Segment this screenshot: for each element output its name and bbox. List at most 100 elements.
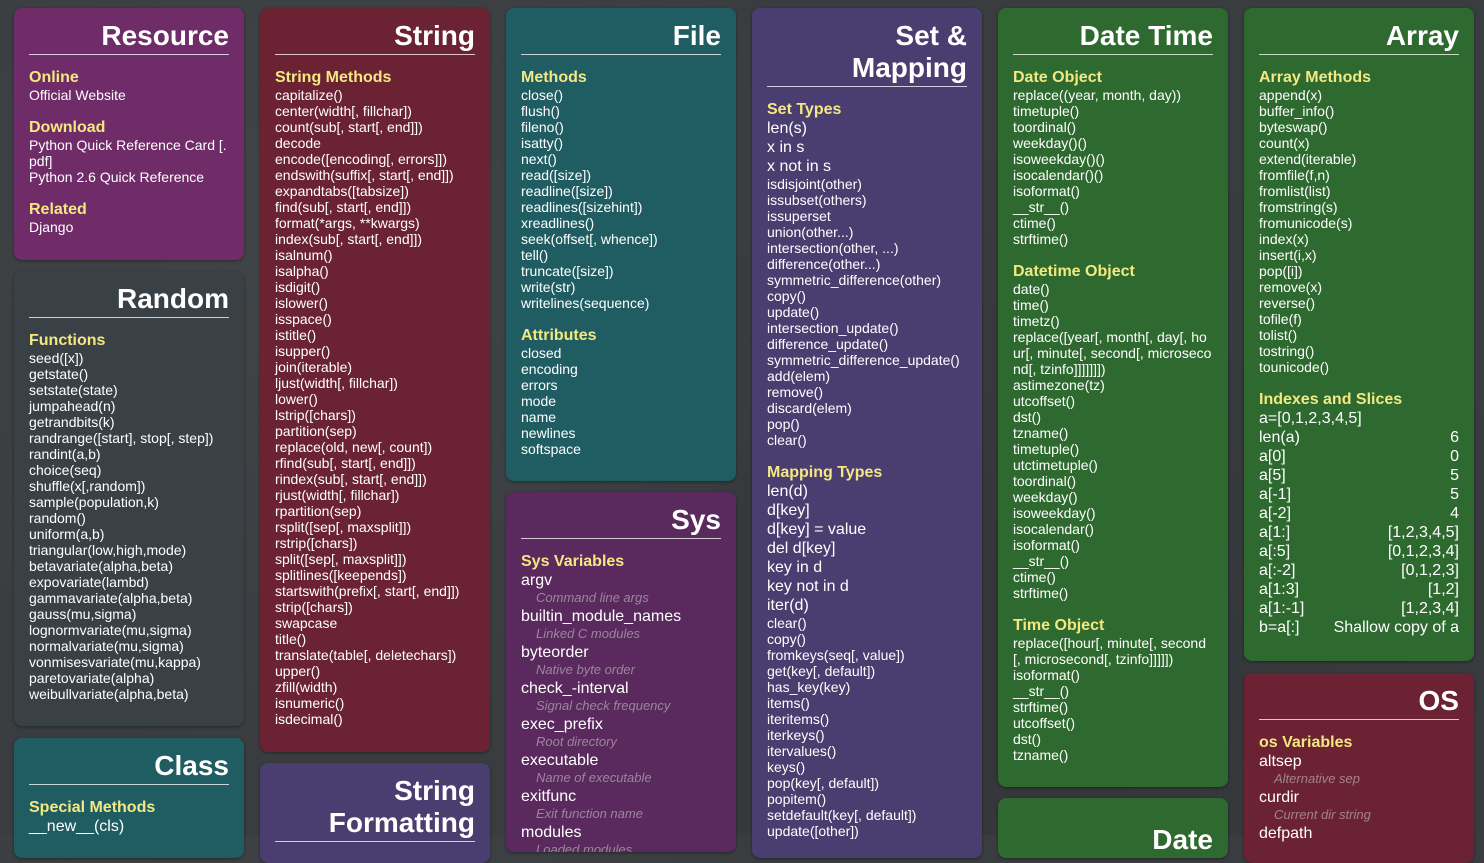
list-item: seed([x]): [29, 350, 84, 366]
string-methods-list: capitalize() center(width[, fillchar]) cou…: [275, 87, 475, 727]
random-functions-heading: Functions: [29, 332, 106, 349]
list-item: pop([i]): [1259, 263, 1303, 279]
table-row: a[1:] [1,2,3,4,5]: [1259, 523, 1459, 542]
list-item: utcoffset(): [1013, 393, 1075, 409]
file-attributes-section: Attributes closed encoding errors mode name n…: [521, 327, 721, 457]
list-item: d[key]: [767, 502, 810, 519]
list-item: has_key(key): [767, 679, 851, 695]
list-item: tell(): [521, 247, 549, 263]
list-item: randint(a,b): [29, 446, 101, 462]
list-item: fromfile(f,n): [1259, 167, 1330, 183]
os-variables-heading: os Variables: [1259, 734, 1353, 751]
class-title: Class: [29, 748, 229, 785]
set-mapping-card: Set & Mapping Set Types len(s) x in s x no…: [752, 8, 982, 858]
file-attributes-list: closed encoding errors mode name newlines soft…: [521, 345, 721, 457]
list-item: issubset(others): [767, 192, 867, 208]
variable-description: Command line args: [536, 590, 649, 605]
list-item: rjust(width[, fillchar]): [275, 487, 400, 503]
resource-online-section: Online Official Website: [29, 69, 229, 103]
list-item: islower(): [275, 295, 328, 311]
list-item: fromunicode(s): [1259, 215, 1353, 231]
table-row: a[1:-1] [1,2,3,4]: [1259, 599, 1459, 618]
list-item: update(): [767, 304, 820, 320]
date-time-card: Date Time Date Object replace((year, mon…: [998, 8, 1228, 787]
list-item: keys(): [767, 759, 806, 775]
array-slices-heading: Indexes and Slices: [1259, 391, 1403, 408]
reference-link[interactable]: Official Website: [29, 87, 126, 103]
list-item: endswith(suffix[, start[, end]]): [275, 167, 454, 183]
array-methods-heading: Array Methods: [1259, 69, 1372, 86]
reference-link[interactable]: Python 2.6 Quick Reference: [29, 169, 205, 185]
date-object-list: replace((year, month, day)) timetuple() to…: [1013, 87, 1213, 247]
list-item: fromkeys(seq[, value]): [767, 647, 905, 663]
variable-name: curdir: [1259, 789, 1300, 806]
list-item: ljust(width[, fillchar]): [275, 375, 398, 391]
list-item: encoding: [521, 361, 578, 377]
list-item: capitalize(): [275, 87, 343, 103]
row-expression: b=a[:]: [1259, 619, 1300, 636]
row-result: [1,2]: [1427, 581, 1459, 598]
list-item: x not in s: [767, 158, 832, 175]
list-item: strftime(): [1013, 699, 1069, 715]
list-item: expandtabs([tabsize]): [275, 183, 409, 199]
list-item: __str__(): [1013, 553, 1070, 569]
os-card: OS os Variables altsep Alternative sep cur…: [1244, 673, 1474, 863]
variable-description: Exit function name: [536, 806, 643, 821]
list-item: choice(seq): [29, 462, 102, 478]
reference-link[interactable]: Python Quick Reference Card [. pdf]: [29, 137, 227, 169]
sys-card: Sys Sys Variables argv Command line args b…: [506, 492, 736, 852]
resource-download-section: Download Python Quick Reference Card [. …: [29, 119, 229, 185]
variable-description: Current dir string: [1274, 807, 1371, 822]
list-item: popitem(): [767, 791, 827, 807]
list-item: format(*args, **kwargs): [275, 215, 420, 231]
list-item: index(sub[, start[, end]]): [275, 231, 423, 247]
list-item: expovariate(lambd): [29, 574, 149, 590]
list-item: date(): [1013, 281, 1050, 297]
list-item: upper(): [275, 663, 321, 679]
list-item: dst(): [1013, 731, 1041, 747]
mapping-types-section: Mapping Types len(d) d[key] d[key] = value…: [767, 464, 967, 839]
list-item: shuffle(x[,random]): [29, 478, 146, 494]
list-item: getrandbits(k): [29, 414, 115, 430]
set-types-section: Set Types len(s) x in s x not in s isdisjo…: [767, 101, 967, 448]
variable-name: argv: [521, 572, 553, 589]
sys-variables-heading: Sys Variables: [521, 553, 625, 570]
list-item: lstrip([chars]): [275, 407, 356, 423]
list-item: clear(): [767, 615, 807, 631]
class-methods-list: __new__(cls): [29, 817, 229, 836]
table-row: a[0] 0: [1259, 447, 1459, 466]
variable-name: check_-interval: [521, 680, 629, 697]
list-item: update([other]): [767, 823, 859, 839]
sys-title: Sys: [521, 502, 721, 539]
resource-card: Resource Online Official Website Downloa…: [14, 8, 244, 260]
list-item: index(x): [1259, 231, 1309, 247]
list-item: __str__(): [1013, 199, 1070, 215]
related-heading: Related: [29, 201, 87, 218]
list-item: tzname(): [1013, 425, 1069, 441]
list-item: jumpahead(n): [29, 398, 116, 414]
list-item: difference(other...): [767, 256, 881, 272]
file-attributes-heading: Attributes: [521, 327, 597, 344]
variable-description: Loaded modules: [536, 842, 633, 852]
list-item: strftime(): [1013, 231, 1069, 247]
list-item: pop(): [767, 416, 800, 432]
variable-name: exitfunc: [521, 788, 577, 805]
array-slices-section: Indexes and Slices a=[0,1,2,3,4,5] len(a…: [1259, 391, 1459, 637]
row-expression: a[0]: [1259, 448, 1286, 465]
online-list: Official Website: [29, 87, 229, 103]
row-result: 5: [1450, 486, 1459, 503]
list-item: readlines([sizehint]): [521, 199, 643, 215]
list-item: time(): [1013, 297, 1049, 313]
list-item: replace(old, new[, count]): [275, 439, 433, 455]
list-item: isdisjoint(other): [767, 176, 862, 192]
list-item: flush(): [521, 103, 560, 119]
list-item: tofile(f): [1259, 311, 1302, 327]
variable-description: Linked C modules: [536, 626, 641, 641]
list-item: name: [521, 409, 557, 425]
list-item: normalvariate(mu,sigma): [29, 638, 184, 654]
list-item: newlines: [521, 425, 576, 441]
list-item: isoweekday(): [1013, 505, 1096, 521]
list-item: issuperset: [767, 208, 831, 224]
reference-link[interactable]: Django: [29, 219, 74, 235]
list-item: copy(): [767, 631, 806, 647]
